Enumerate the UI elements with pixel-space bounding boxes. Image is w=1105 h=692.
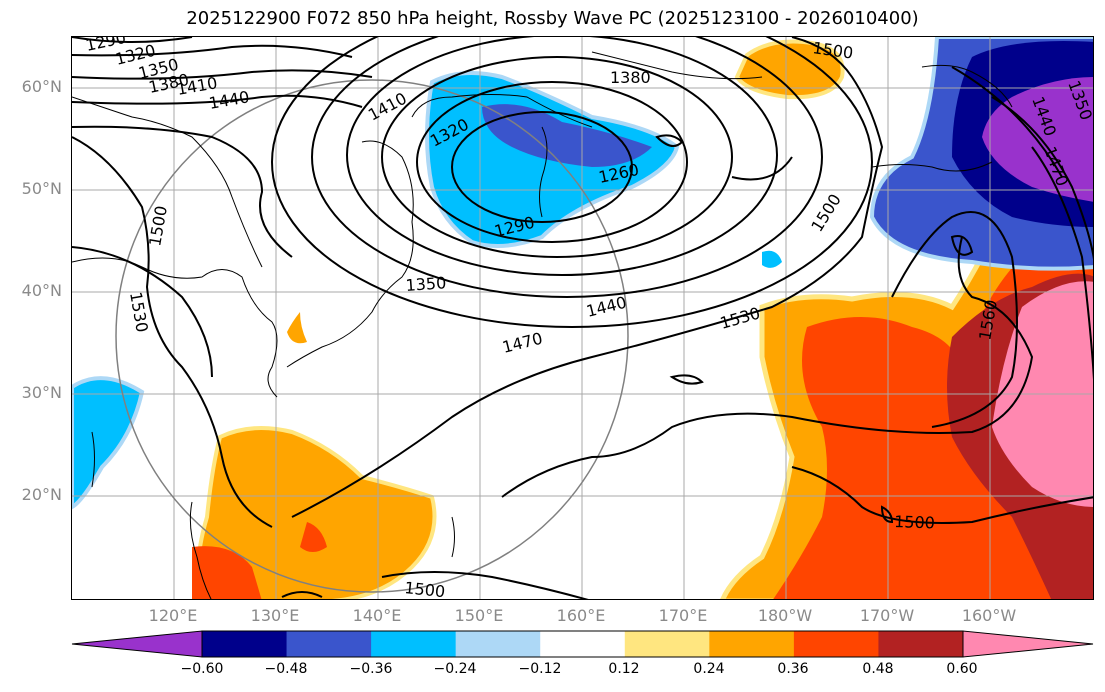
lat-label: 20°N <box>21 485 62 504</box>
lon-label: 180°W <box>757 606 813 625</box>
colorbar-tick-label: −0.12 <box>518 661 562 677</box>
height-contours <box>72 37 1093 599</box>
lat-label: 60°N <box>21 77 62 96</box>
coastlines <box>72 51 1013 599</box>
colorbar-tick-label: −0.24 <box>433 661 477 677</box>
colorbar-segment <box>202 631 288 657</box>
colorbar-tick-label: 0.60 <box>946 661 978 677</box>
lon-label: 130°E <box>250 606 300 625</box>
lon-label: 170°W <box>859 606 915 625</box>
colorbar-segment <box>624 631 710 657</box>
colorbar-segment <box>540 631 626 657</box>
contour-label: 1410 <box>365 89 410 125</box>
contour-label: 1380 <box>610 68 651 87</box>
lon-label: 160°E <box>556 606 606 625</box>
range-circle <box>115 79 629 593</box>
contour-label: 1470 <box>500 329 544 357</box>
colorbar-segment <box>371 631 457 657</box>
colorbar-segment <box>455 631 541 657</box>
lon-label: 160°W <box>961 606 1017 625</box>
colorbar-tick-label: 0.48 <box>862 661 894 677</box>
colorbar-tick-label: −0.36 <box>349 661 393 677</box>
colorbar-tick-label: −0.60 <box>180 661 224 677</box>
lat-label: 50°N <box>21 179 62 198</box>
map-title: 2025122900 F072 850 hPa height, Rossby W… <box>186 8 919 29</box>
colorbar-tick-label: −0.48 <box>264 661 308 677</box>
colorbar-segment <box>709 631 795 657</box>
lon-label: 170°E <box>658 606 708 625</box>
lon-label: 140°E <box>352 606 402 625</box>
lat-label: 30°N <box>21 383 62 402</box>
lat-label: 40°N <box>21 281 62 300</box>
colorbar-segment <box>286 631 372 657</box>
contour-label: 1350 <box>405 273 447 295</box>
lon-label: 150°E <box>454 606 504 625</box>
positive-anomaly-fields <box>192 39 1093 599</box>
map-panel: 1290 1320 1350 1380 1410 1440 1410 1320 … <box>71 36 1094 600</box>
map-canvas: 1290 1320 1350 1380 1410 1440 1410 1320 … <box>72 37 1093 600</box>
contour-label: 1500 <box>807 191 845 236</box>
contour-label: 1500 <box>404 578 446 600</box>
colorbar-tick-label: 0.24 <box>693 661 725 677</box>
contour-label: 1530 <box>718 303 762 332</box>
colorbar-segment <box>793 631 879 657</box>
colorbar-tick-label: 0.12 <box>608 661 640 677</box>
colorbar <box>71 630 1094 658</box>
colorbar-segment <box>878 631 964 657</box>
colorbar-tick-label: 0.36 <box>777 661 809 677</box>
lon-label: 120°E <box>148 606 198 625</box>
contour-label: 1500 <box>894 512 935 532</box>
